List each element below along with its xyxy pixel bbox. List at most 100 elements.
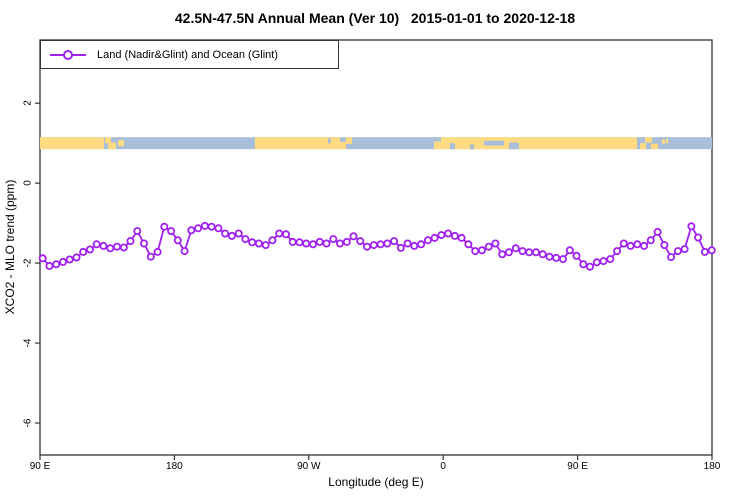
series-marker	[376, 240, 385, 249]
series-marker	[362, 242, 371, 251]
series-marker	[383, 239, 392, 248]
x-tick-label: 180	[166, 461, 183, 472]
series-marker	[65, 255, 74, 264]
series-marker	[207, 222, 216, 231]
series-marker	[221, 229, 230, 238]
map-band-land-patch	[650, 143, 658, 150]
legend-line-marker-icon	[50, 49, 86, 60]
map-band-land-patch	[118, 140, 124, 147]
series-marker	[315, 237, 324, 246]
series-marker	[633, 240, 642, 249]
x-tick-label: 0	[440, 461, 446, 472]
series-marker	[214, 224, 223, 233]
map-band-land-patch	[254, 137, 340, 150]
series-marker	[518, 247, 527, 256]
series-marker	[308, 240, 317, 249]
legend-label: Land (Nadir&Glint) and Ocean (Glint)	[97, 48, 278, 61]
series-marker	[72, 253, 81, 262]
series-marker	[180, 247, 189, 256]
map-band-land-patch	[104, 137, 111, 144]
series-marker	[599, 257, 608, 266]
series-marker	[92, 240, 101, 249]
series-marker	[410, 241, 419, 250]
map-band-land-patch	[433, 137, 638, 150]
series-marker	[241, 235, 250, 244]
map-band-land-patch	[346, 137, 353, 144]
x-tick-label: 90 E	[29, 461, 51, 472]
series-marker	[369, 241, 378, 250]
x-tick-label: 90 W	[297, 461, 321, 472]
map-band-ocean-patch	[328, 138, 331, 144]
series-marker	[532, 248, 541, 257]
series-marker	[119, 243, 128, 252]
series-marker	[653, 227, 662, 236]
series-marker	[234, 229, 243, 238]
series-marker	[545, 252, 554, 261]
chart-title: 42.5N-47.5N Annual Mean (Ver 10) 2015-01…	[174, 10, 576, 26]
series-marker	[626, 241, 635, 250]
series-marker	[342, 237, 351, 246]
series-marker	[559, 255, 568, 264]
series-marker	[173, 236, 182, 245]
series-marker	[194, 224, 203, 233]
series-marker	[227, 231, 236, 240]
series-marker	[59, 257, 68, 266]
map-band-ocean-patch	[449, 143, 456, 150]
series-marker	[464, 240, 473, 249]
series-marker	[281, 230, 290, 239]
series-marker	[538, 250, 547, 259]
series-marker	[45, 261, 54, 270]
series-marker	[613, 247, 622, 256]
x-tick-label: 180	[703, 461, 721, 472]
series-marker	[619, 239, 628, 248]
series-marker	[79, 247, 88, 256]
series-marker	[261, 241, 270, 250]
series-marker	[160, 222, 169, 231]
series-marker	[484, 242, 493, 251]
y-tick-label: 0	[22, 180, 34, 186]
series-marker	[349, 232, 358, 241]
series-marker	[694, 233, 703, 242]
series-marker	[646, 236, 655, 245]
y-tick-label: -2	[22, 258, 34, 268]
series-marker	[511, 244, 520, 253]
map-band-land-patch	[40, 137, 104, 150]
series-marker	[329, 235, 338, 244]
series-marker	[187, 226, 196, 235]
series-marker	[302, 239, 311, 248]
legend-box: Land (Nadir&Glint) and Ocean (Glint)	[40, 40, 339, 69]
series-marker	[707, 246, 716, 255]
x-axis-title: Longitude (deg E)	[328, 475, 424, 489]
series-marker	[322, 239, 331, 248]
series-marker	[430, 233, 439, 242]
series-marker	[133, 227, 142, 236]
map-band-ocean-patch	[433, 137, 441, 142]
map-band-land-patch	[645, 137, 652, 143]
series-marker	[275, 229, 284, 238]
series-marker	[504, 248, 513, 257]
y-axis-title: XCO2 - MLO trend (ppm)	[3, 179, 17, 315]
x-tick-label: 90 E	[567, 461, 588, 472]
map-band-ocean-patch	[508, 142, 520, 150]
map-band-land-patch	[665, 138, 668, 144]
y-tick-label: 2	[22, 100, 34, 106]
series-marker	[200, 221, 209, 230]
series-marker	[248, 238, 257, 247]
series-marker	[139, 239, 148, 248]
series-marker	[552, 253, 561, 262]
series-marker	[38, 254, 47, 263]
series-marker	[417, 240, 426, 249]
map-band-ocean-patch	[483, 140, 505, 146]
series-marker	[565, 246, 574, 255]
series-marker	[295, 238, 304, 247]
series-marker	[403, 239, 412, 248]
map-band-land-patch	[108, 142, 117, 150]
series-marker	[477, 246, 486, 255]
series-marker	[396, 243, 405, 252]
series-marker	[579, 260, 588, 269]
series-marker	[254, 239, 263, 248]
series-marker	[167, 227, 176, 236]
y-tick-label: -4	[22, 338, 34, 348]
